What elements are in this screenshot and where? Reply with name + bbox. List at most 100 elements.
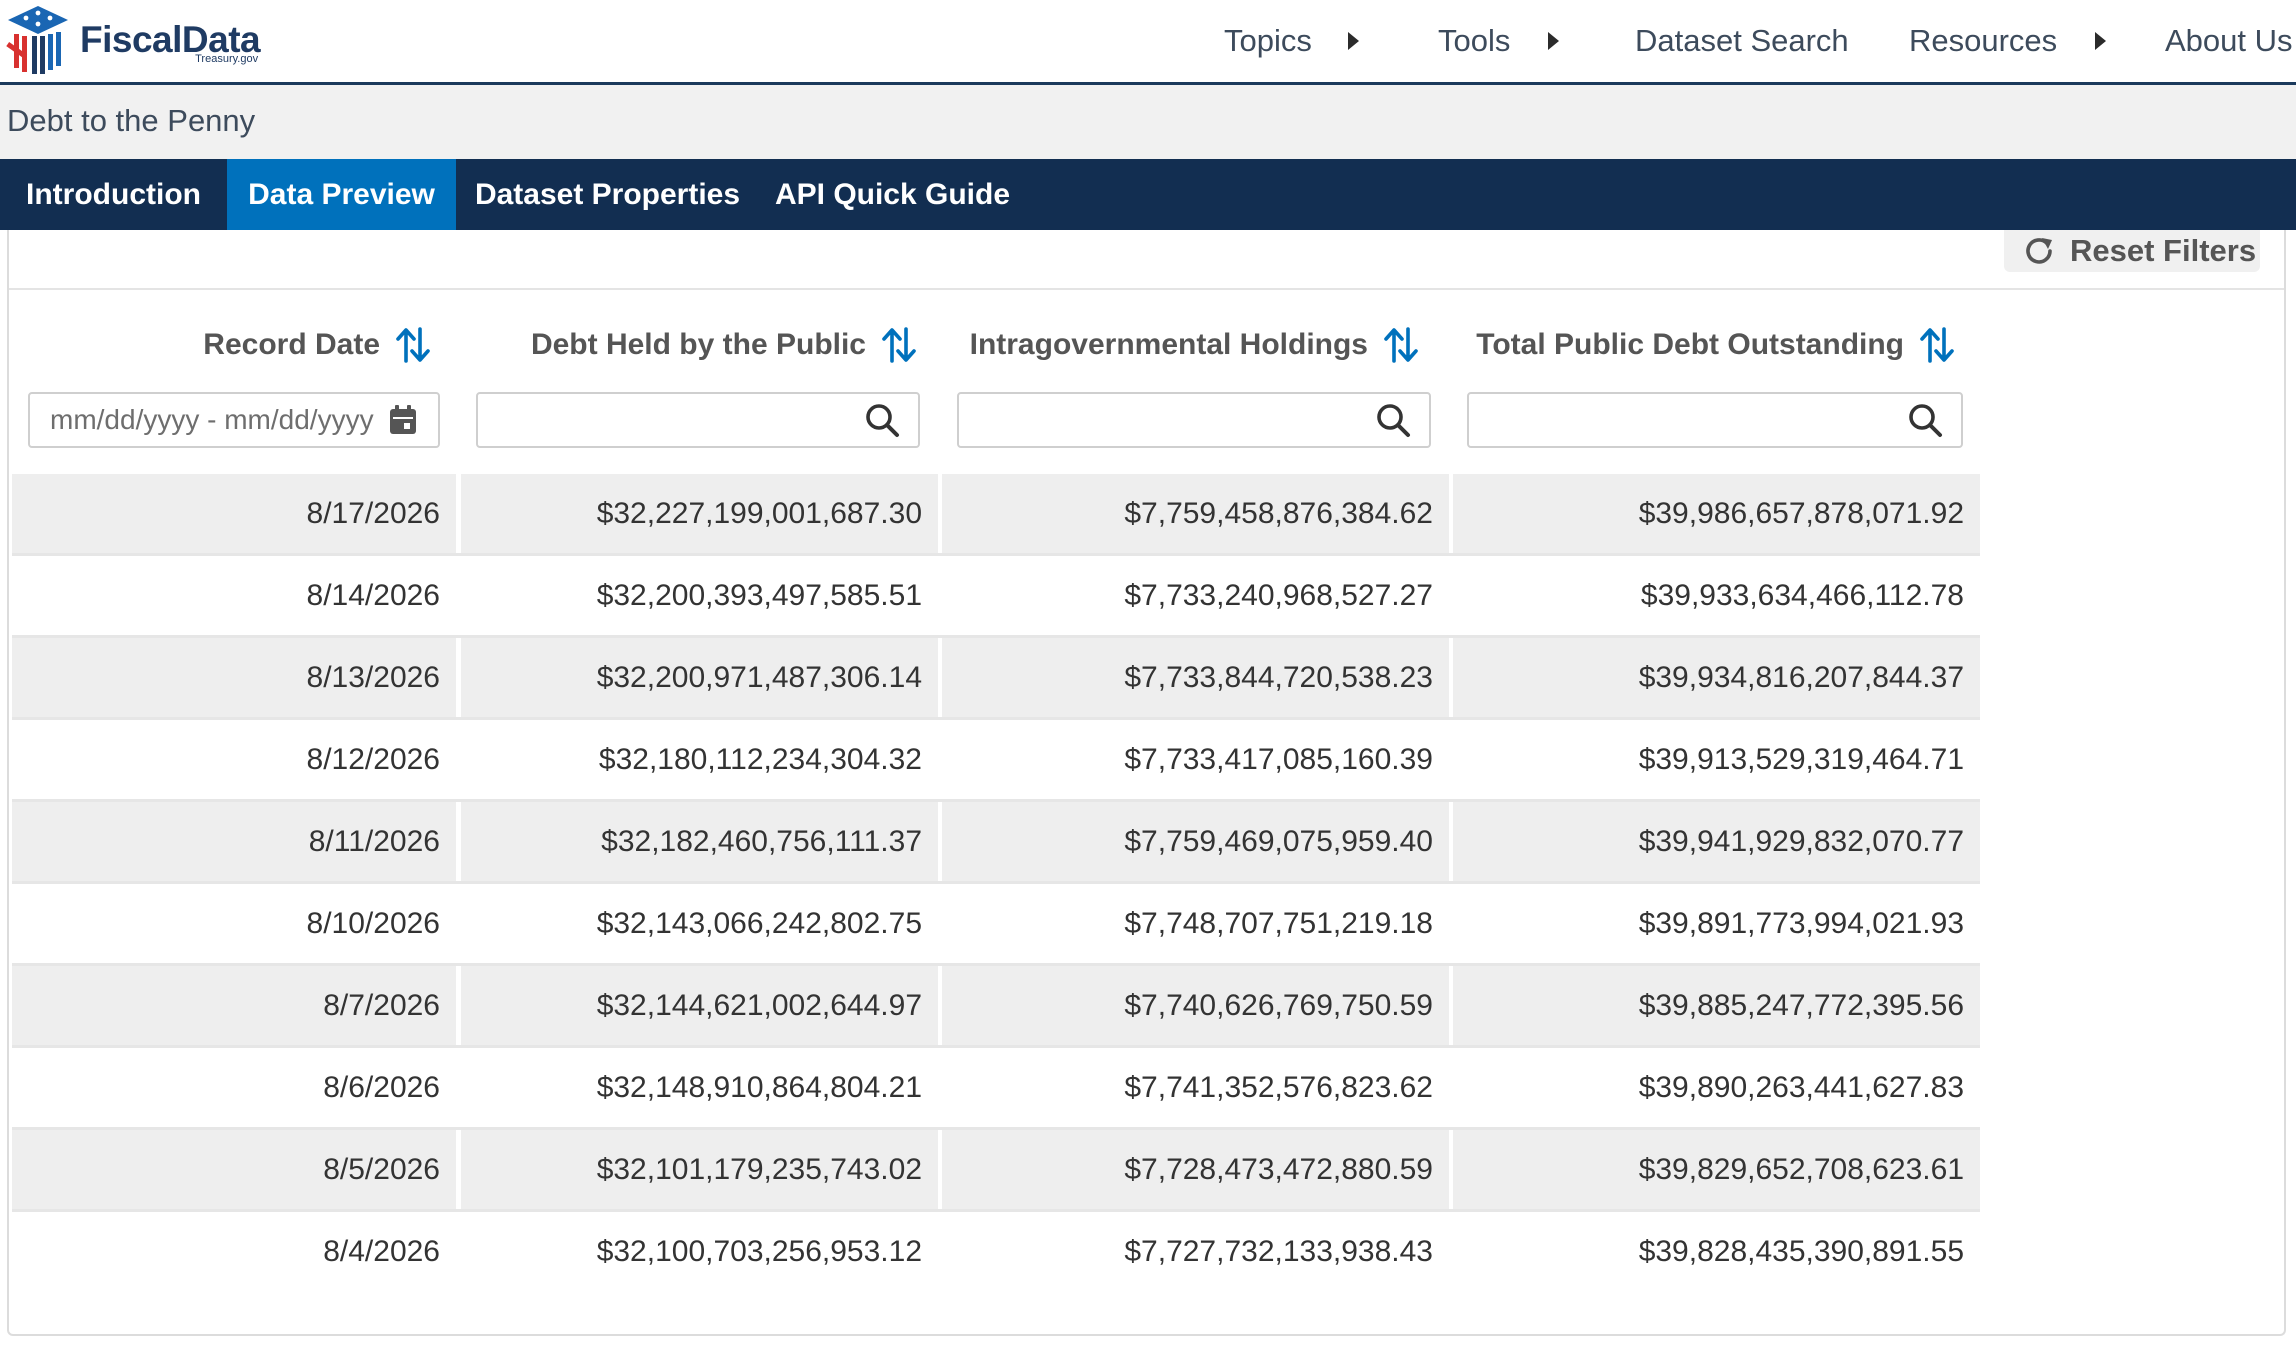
tab-data-preview[interactable]: Data Preview: [227, 159, 456, 230]
nav-resources-label: Resources: [1909, 23, 2058, 58]
main-menu: Topics Tools Dataset Search Resources Ab…: [1224, 0, 2296, 85]
column-header-label: Intragovernmental Holdings: [969, 328, 1368, 361]
column-header-debt-held-by-public[interactable]: Debt Held by the Public: [460, 310, 918, 380]
record-date-cell: 8/4/2026: [323, 1234, 440, 1268]
reset-filters-button[interactable]: Reset Filters: [2004, 230, 2260, 272]
total-public-debt-cell: $39,986,657,878,071.92: [1453, 474, 1980, 553]
table-row: 8/12/2026 $32,180,112,234,304.32 $7,733,41…: [12, 720, 1980, 802]
table-row: 8/5/2026 $32,101,179,235,743.02 $7,728,473…: [12, 1130, 1980, 1212]
fiscaldata-logo[interactable]: FiscalData Treasury.gov: [4, 4, 261, 76]
record-date-cell: 8/7/2026: [12, 966, 456, 1045]
total-public-debt-search-input[interactable]: [1467, 392, 1963, 448]
tab-dataset-properties[interactable]: Dataset Properties: [474, 177, 741, 211]
nav-topics[interactable]: Topics: [1224, 20, 1359, 62]
data-preview-panel: Reset Filters: [7, 230, 2286, 1336]
total-public-debt-cell: $39,828,435,390,891.55: [1638, 1234, 1964, 1268]
row-divider: [12, 1127, 1980, 1130]
debt-held-by-public-cell: $32,180,112,234,304.32: [598, 742, 922, 776]
total-public-debt-cell: $39,829,652,708,623.61: [1453, 1130, 1980, 1209]
date-range-placeholder: mm/dd/yyyy - mm/dd/yyyy: [50, 404, 374, 435]
table-row: 8/7/2026 $32,144,621,002,644.97 $7,740,626…: [12, 966, 1980, 1048]
dataset-title: Debt to the Penny: [7, 103, 256, 138]
search-icon: [1377, 404, 1410, 437]
table-row: 8/4/2026 $32,100,703,256,953.12 $7,727,732…: [12, 1212, 1980, 1294]
record-date-cell: 8/13/2026: [12, 638, 456, 717]
nav-dataset-search[interactable]: Dataset Search: [1635, 20, 1849, 62]
sort-icon[interactable]: [1382, 325, 1420, 365]
sort-icon[interactable]: [880, 325, 918, 365]
table-row: 8/6/2026 $32,148,910,864,804.21 $7,741,352…: [12, 1048, 1980, 1130]
brand-subtitle: Treasury.gov: [195, 53, 259, 65]
table-row: 8/10/2026 $32,143,066,242,802.75 $7,748,70…: [12, 884, 1980, 966]
nav-resources[interactable]: Resources: [1909, 20, 2107, 62]
dataset-tabs: Introduction Data Preview Dataset Proper…: [0, 159, 2296, 230]
panel-toolbar: Reset Filters: [9, 230, 2284, 290]
intragovernmental-holdings-cell: $7,728,473,472,880.59: [942, 1130, 1449, 1209]
debt-held-by-public-cell: $32,143,066,242,802.75: [596, 906, 922, 940]
total-public-debt-cell: $39,933,634,466,112.78: [1640, 578, 1964, 612]
record-date-range-filter[interactable]: mm/dd/yyyy - mm/dd/yyyy: [28, 392, 440, 448]
sort-icon[interactable]: [394, 325, 432, 365]
tab-introduction[interactable]: Introduction: [26, 177, 201, 211]
column-header-label: Total Public Debt Outstanding: [1476, 328, 1904, 361]
debt-held-by-public-cell: $32,227,199,001,687.30: [461, 474, 938, 553]
breadcrumb: Debt to the Penny: [0, 85, 2296, 159]
intragovernmental-holdings-cell: $7,727,732,133,938.43: [1124, 1234, 1433, 1268]
row-divider: [12, 1209, 1980, 1212]
search-icon: [866, 404, 899, 437]
intragovernmental-holdings-cell: $7,759,458,876,384.62: [942, 474, 1449, 553]
intragovernmental-holdings-cell: $7,759,469,075,959.40: [942, 802, 1449, 881]
table-row: 8/14/2026 $32,200,393,497,585.51 $7,733,24…: [12, 556, 1980, 638]
record-date-cell: 8/11/2026: [12, 802, 456, 881]
total-public-debt-cell: $39,891,773,994,021.93: [1638, 906, 1964, 940]
record-date-cell: 8/10/2026: [306, 906, 440, 940]
caret-right-icon: [1548, 32, 1560, 50]
record-date-cell: 8/12/2026: [306, 742, 440, 776]
total-public-debt-cell: $39,885,247,772,395.56: [1453, 966, 1980, 1045]
total-public-debt-cell: $39,913,529,319,464.71: [1638, 742, 1964, 776]
refresh-icon: [2026, 238, 2052, 264]
calendar-icon[interactable]: [388, 404, 418, 436]
column-header-label: Debt Held by the Public: [530, 328, 866, 361]
row-divider: [12, 553, 1980, 556]
caret-right-icon: [1347, 32, 1359, 50]
debt-held-by-public-cell: $32,182,460,756,111.37: [461, 802, 938, 881]
intragovernmental-holdings-cell: $7,740,626,769,750.59: [942, 966, 1449, 1045]
search-icon: [1909, 404, 1942, 437]
column-header-total-public-debt[interactable]: Total Public Debt Outstanding: [1460, 310, 1956, 380]
top-navigation: FiscalData Treasury.gov Topics Tools Dat…: [0, 0, 2296, 85]
sort-icon[interactable]: [1918, 325, 1956, 365]
nav-about-us-label: About Us: [2165, 23, 2293, 58]
column-header-label: Record Date: [203, 328, 380, 361]
nav-about-us[interactable]: About Us: [2165, 20, 2293, 62]
data-table-body: 8/17/2026 $32,227,199,001,687.30 $7,759,45…: [12, 474, 1980, 1294]
table-row: 8/13/2026 $32,200,971,487,306.14 $7,733,84…: [12, 638, 1980, 720]
debt-held-by-public-cell: $32,144,621,002,644.97: [461, 966, 938, 1045]
debt-held-by-public-cell: $32,200,971,487,306.14: [461, 638, 938, 717]
brand-name: FiscalData: [80, 19, 261, 60]
nav-dataset-search-label: Dataset Search: [1635, 23, 1849, 58]
table-row: 8/17/2026 $32,227,199,001,687.30 $7,759,45…: [12, 474, 1980, 556]
intragovernmental-holdings-search-input[interactable]: [957, 392, 1431, 448]
intragovernmental-holdings-cell: $7,733,844,720,538.23: [942, 638, 1449, 717]
column-header-intragovernmental-holdings[interactable]: Intragovernmental Holdings: [946, 310, 1420, 380]
table-row: 8/11/2026 $32,182,460,756,111.37 $7,759,46…: [12, 802, 1980, 884]
nav-topics-label: Topics: [1224, 23, 1312, 58]
tab-api-quick-guide[interactable]: API Quick Guide: [774, 177, 1011, 211]
row-divider: [12, 717, 1980, 720]
intragovernmental-holdings-cell: $7,733,240,968,527.27: [1124, 578, 1433, 612]
debt-held-by-public-cell: $32,100,703,256,953.12: [596, 1234, 922, 1268]
record-date-cell: 8/17/2026: [12, 474, 456, 553]
column-header-record-date[interactable]: Record Date: [12, 310, 432, 380]
total-public-debt-cell: $39,890,263,441,627.83: [1638, 1070, 1964, 1104]
intragovernmental-holdings-cell: $7,741,352,576,823.62: [1124, 1070, 1433, 1104]
debt-held-by-public-search-input[interactable]: [476, 392, 920, 448]
intragovernmental-holdings-cell: $7,733,417,085,160.39: [1124, 742, 1433, 776]
record-date-cell: 8/6/2026: [323, 1070, 440, 1104]
caret-right-icon: [2095, 32, 2107, 50]
intragovernmental-holdings-cell: $7,748,707,751,219.18: [1124, 906, 1433, 940]
debt-held-by-public-cell: $32,148,910,864,804.21: [596, 1070, 922, 1104]
total-public-debt-cell: $39,941,929,832,070.77: [1453, 802, 1980, 881]
nav-tools[interactable]: Tools: [1438, 20, 1560, 62]
reset-filters-label: Reset Filters: [2070, 233, 2257, 268]
